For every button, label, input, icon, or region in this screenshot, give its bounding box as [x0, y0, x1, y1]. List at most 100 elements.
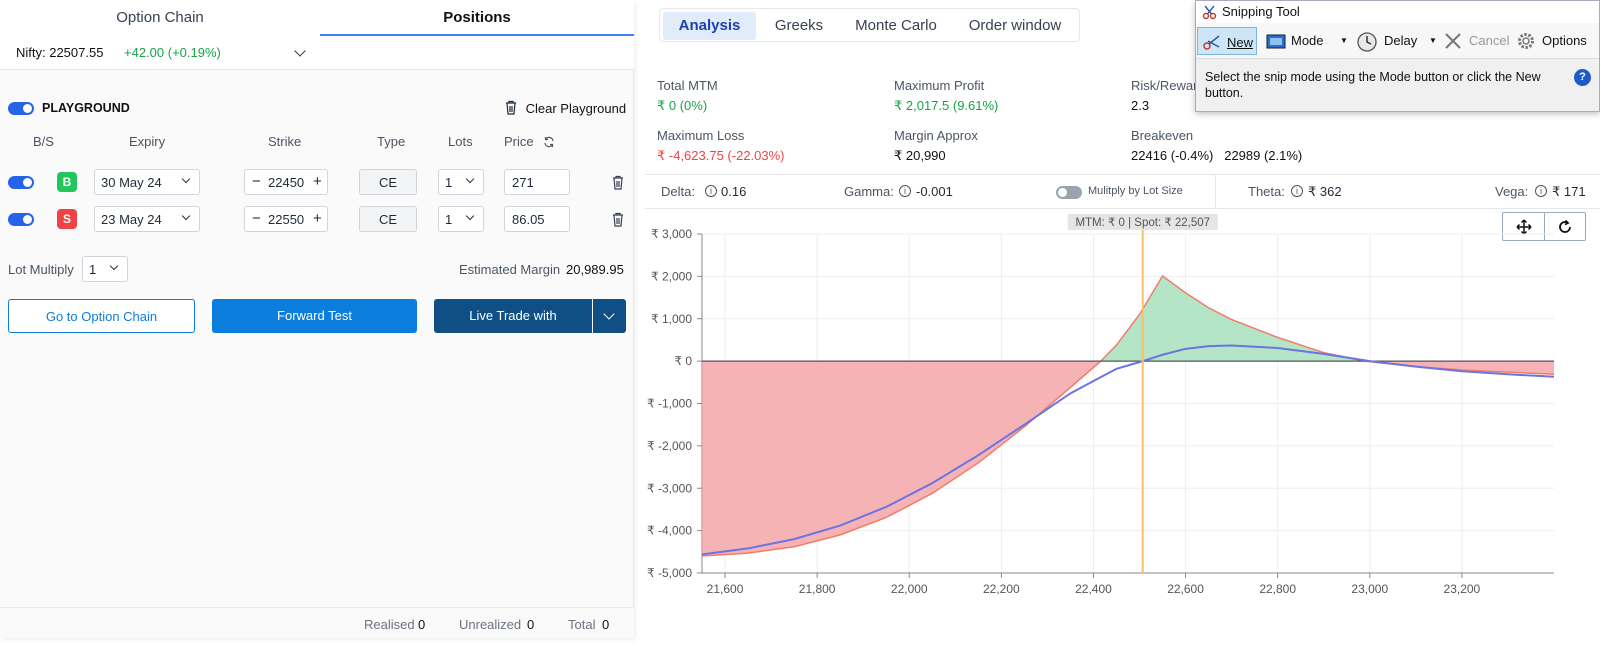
- tab-analysis[interactable]: Analysis: [663, 12, 756, 40]
- estimated-margin-label: Estimated Margin: [459, 262, 561, 277]
- max-profit-label: Maximum Profit: [894, 78, 985, 93]
- col-bs: B/S: [33, 134, 54, 149]
- greeks-bar: Delta: i 0.16 Gamma: i -0.001 Mulitply b…: [645, 174, 1600, 209]
- expiry-select[interactable]: 30 May 24: [94, 169, 200, 195]
- pnl-footer: Realised 0 Unrealized 0 Total 0: [0, 607, 634, 638]
- total-label: Total: [568, 617, 596, 632]
- option-type[interactable]: CE: [359, 206, 417, 232]
- lots-select[interactable]: 1: [438, 169, 484, 195]
- realised-value: 0: [418, 617, 426, 632]
- index-change: +42.00 (+0.19%): [124, 45, 221, 60]
- delete-row-icon[interactable]: [611, 212, 625, 227]
- x-tick-label: 22,200: [983, 582, 1020, 596]
- y-tick-label: ₹ -3,000: [647, 481, 692, 495]
- lot-multiply-select[interactable]: 1: [82, 256, 128, 282]
- payoff-chart[interactable]: ₹ 3,000 ₹ 2,000 ₹ 1,000 ₹ 0 ₹ -1,000 ₹ -2,000…: [645, 214, 1600, 614]
- chevron-down-icon: [181, 174, 191, 184]
- go-to-option-chain-button[interactable]: Go to Option Chain: [8, 299, 195, 333]
- price-input[interactable]: 86.05: [504, 206, 570, 232]
- minus-icon[interactable]: −: [252, 210, 261, 227]
- gear-icon: [1518, 33, 1534, 49]
- clear-playground-button[interactable]: Clear Playground: [504, 100, 626, 116]
- plus-icon[interactable]: +: [313, 173, 322, 190]
- breakeven-value: 22416 (-0.4%) 22989 (2.1%): [1131, 148, 1303, 163]
- tab-monte-carlo[interactable]: Monte Carlo: [855, 17, 937, 34]
- x-tick-label: 22,400: [1075, 582, 1112, 596]
- realised-label: Realised: [364, 617, 415, 632]
- strike-stepper[interactable]: − 22450 +: [244, 169, 328, 195]
- pan-icon[interactable]: [1516, 219, 1532, 235]
- y-tick-label: ₹ 1,000: [651, 312, 692, 326]
- chevron-down-icon: [181, 211, 191, 221]
- playground-label: PLAYGROUND: [42, 101, 130, 115]
- live-trade-button[interactable]: Live Trade with: [434, 299, 592, 333]
- multiply-lot-toggle[interactable]: [1056, 186, 1082, 199]
- playground-toggle[interactable]: [8, 102, 34, 115]
- sell-badge[interactable]: S: [57, 209, 77, 229]
- col-expiry: Expiry: [129, 134, 166, 149]
- index-price: Nifty: 22507.55: [16, 45, 104, 60]
- x-tick-label: 22,800: [1259, 582, 1296, 596]
- forward-test-button[interactable]: Forward Test: [212, 299, 417, 333]
- snip-new-button[interactable]: New: [1197, 27, 1257, 55]
- reset-icon[interactable]: [1557, 219, 1573, 235]
- x-tick-label: 22,000: [891, 582, 928, 596]
- row-toggle[interactable]: [8, 213, 34, 226]
- index-selector[interactable]: Nifty: 22507.55 +42.00 (+0.19%): [0, 36, 634, 70]
- buy-badge[interactable]: B: [57, 172, 77, 192]
- max-loss-label: Maximum Loss: [657, 128, 745, 143]
- row-toggle[interactable]: [8, 176, 34, 189]
- plus-icon[interactable]: +: [313, 210, 322, 227]
- info-icon[interactable]: i: [705, 185, 717, 197]
- option-type[interactable]: CE: [359, 169, 417, 195]
- col-type: Type: [377, 134, 406, 149]
- mode-icon: [1266, 34, 1286, 49]
- strike-stepper[interactable]: − 22550 +: [244, 206, 328, 232]
- positions-panel: Option Chain Positions Nifty: 22507.55 +…: [0, 0, 634, 638]
- info-icon[interactable]: i: [899, 185, 911, 197]
- strike-value: 22550: [268, 212, 305, 227]
- delta-label: Delta:: [661, 184, 695, 199]
- x-tick-label: 21,600: [707, 582, 744, 596]
- theta-value: ₹ 362: [1308, 184, 1342, 199]
- max-profit-value: ₹ 2,017.5 (9.61%): [894, 98, 999, 113]
- snip-delay-button[interactable]: Delay ▼: [1356, 27, 1440, 55]
- x-tick-label: 21,800: [799, 582, 836, 596]
- snip-cancel-button[interactable]: Cancel: [1442, 27, 1510, 55]
- help-icon[interactable]: ?: [1574, 69, 1591, 86]
- risk-reward-value: 2.3: [1131, 98, 1150, 113]
- snip-options-label: Options: [1542, 33, 1587, 48]
- tab-order-window[interactable]: Order window: [968, 17, 1062, 34]
- lots-value: 1: [445, 212, 453, 227]
- delete-row-icon[interactable]: [611, 175, 625, 190]
- chevron-down-icon[interactable]: [294, 45, 306, 57]
- total-value: 0: [602, 617, 610, 632]
- divider: [1215, 175, 1216, 208]
- tab-option-chain[interactable]: Option Chain: [116, 9, 204, 26]
- tab-greeks[interactable]: Greeks: [774, 17, 824, 34]
- dropdown-arrow-icon: ▼: [1340, 36, 1348, 45]
- delta-value: 0.16: [721, 184, 747, 199]
- refresh-icon[interactable]: [543, 136, 555, 148]
- expiry-select[interactable]: 23 May 24: [94, 206, 200, 232]
- snip-mode-button[interactable]: Mode ▼: [1264, 27, 1352, 55]
- price-input[interactable]: 271: [504, 169, 570, 195]
- tab-positions[interactable]: Positions: [320, 0, 634, 36]
- chevron-down-icon: [109, 261, 119, 271]
- lots-select[interactable]: 1: [438, 206, 484, 232]
- margin-value: ₹ 20,990: [894, 148, 946, 163]
- trash-icon: [506, 100, 516, 115]
- total-mtm-label: Total MTM: [657, 78, 718, 93]
- chart-tools: [1502, 212, 1586, 241]
- divider: [1544, 213, 1545, 240]
- clear-playground-label: Clear Playground: [525, 101, 627, 116]
- chevron-down-icon: [465, 174, 475, 184]
- y-tick-label: ₹ -1,000: [647, 397, 692, 411]
- y-tick-label: ₹ -5,000: [647, 566, 692, 580]
- live-trade-dropdown[interactable]: [593, 299, 626, 333]
- snip-title: Snipping Tool: [1222, 4, 1300, 19]
- info-icon[interactable]: i: [1291, 185, 1303, 197]
- minus-icon[interactable]: −: [252, 173, 261, 190]
- snip-options-button[interactable]: Options: [1516, 27, 1596, 55]
- info-icon[interactable]: i: [1535, 185, 1547, 197]
